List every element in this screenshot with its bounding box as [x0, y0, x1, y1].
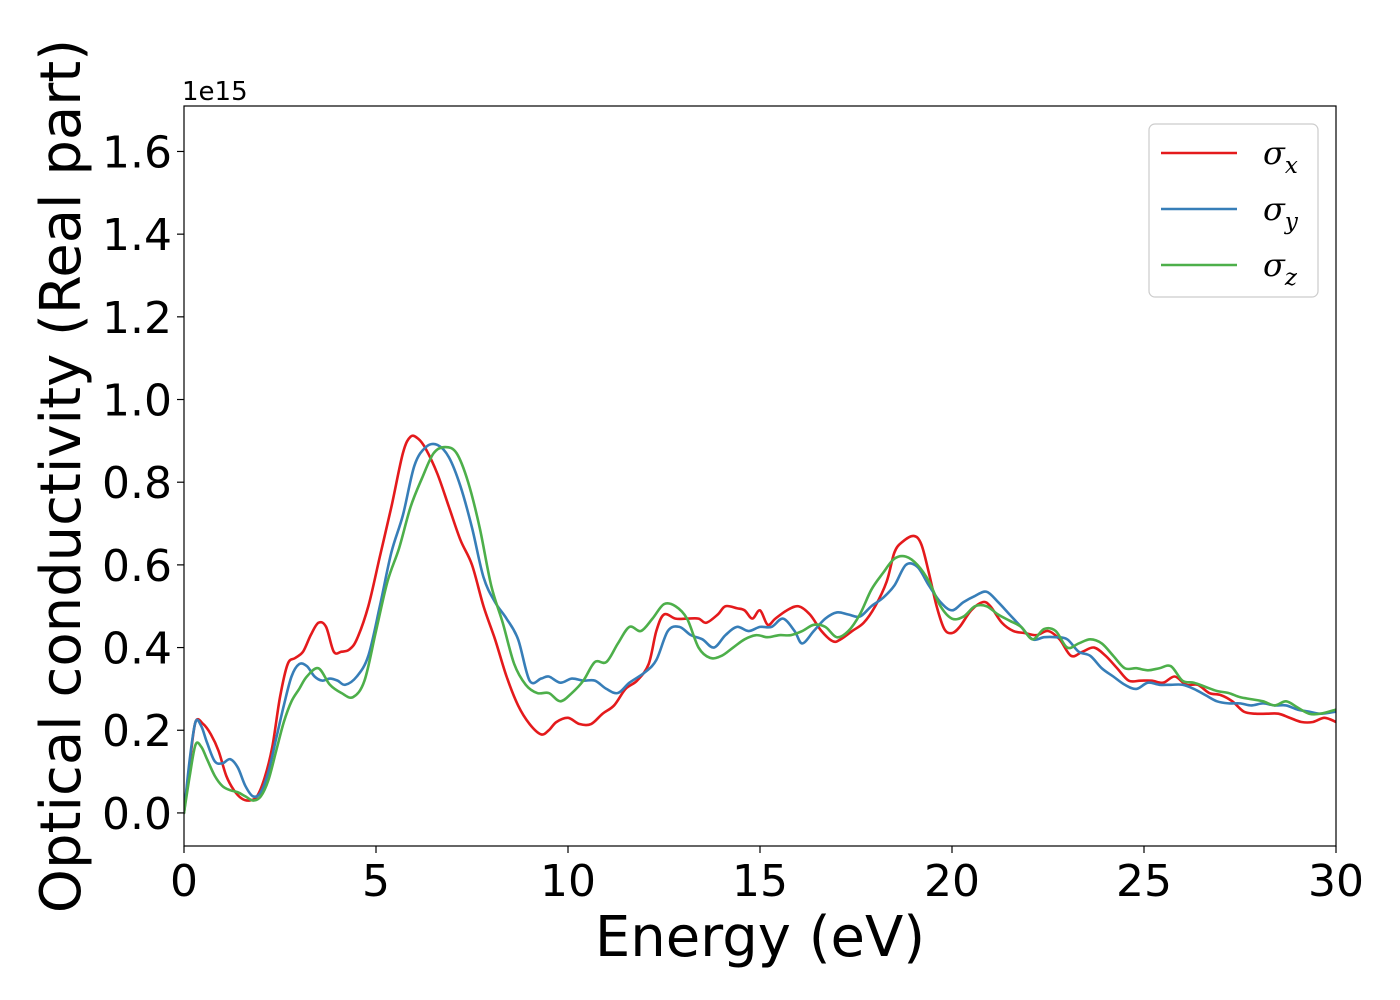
- y-tick-label: 0.4: [102, 624, 172, 675]
- y-axis-label: Optical conductivity (Real part): [29, 39, 94, 913]
- legend-label: σy: [1263, 190, 1299, 235]
- series-layer: [184, 434, 1336, 815]
- y-axis-ticks: 0.0 0.2 0.4 0.6 0.8 1.0 1.2 1.4 1.6: [102, 127, 184, 840]
- y-axis-offset-label: 1e15: [182, 77, 248, 107]
- series-line-x: [184, 434, 1336, 815]
- x-tick-label: 5: [362, 856, 390, 907]
- y-tick-label: 1.0: [102, 376, 172, 427]
- x-tick-label: 20: [924, 856, 980, 907]
- y-tick-label: 0.8: [102, 458, 172, 509]
- legend-label: σz: [1263, 246, 1298, 291]
- y-tick-label: 1.2: [102, 293, 172, 344]
- x-tick-label: 15: [732, 856, 788, 907]
- series-line-y: [184, 442, 1336, 815]
- x-axis-ticks: 0 5 10 15 20 25 30: [170, 846, 1364, 907]
- legend-box: [1148, 123, 1319, 298]
- x-tick-label: 30: [1308, 856, 1364, 907]
- legend-label: σx: [1263, 134, 1298, 179]
- x-tick-label: 10: [540, 856, 596, 907]
- x-axis-label: Energy (eV): [595, 905, 925, 970]
- series-line-z: [184, 445, 1336, 815]
- legend-item-x: σx: [1161, 134, 1298, 179]
- y-tick-label: 0.2: [102, 706, 172, 757]
- x-tick-label: 0: [170, 856, 198, 907]
- y-tick-label: 1.4: [102, 210, 172, 261]
- y-tick-label: 0.6: [102, 541, 172, 592]
- legend-item-y: σy: [1161, 190, 1299, 235]
- x-tick-label: 25: [1116, 856, 1172, 907]
- legend-item-z: σz: [1161, 246, 1298, 291]
- y-tick-label: 1.6: [102, 127, 172, 178]
- legend: σx σy σz: [1148, 123, 1319, 298]
- y-tick-label: 0.0: [102, 789, 172, 840]
